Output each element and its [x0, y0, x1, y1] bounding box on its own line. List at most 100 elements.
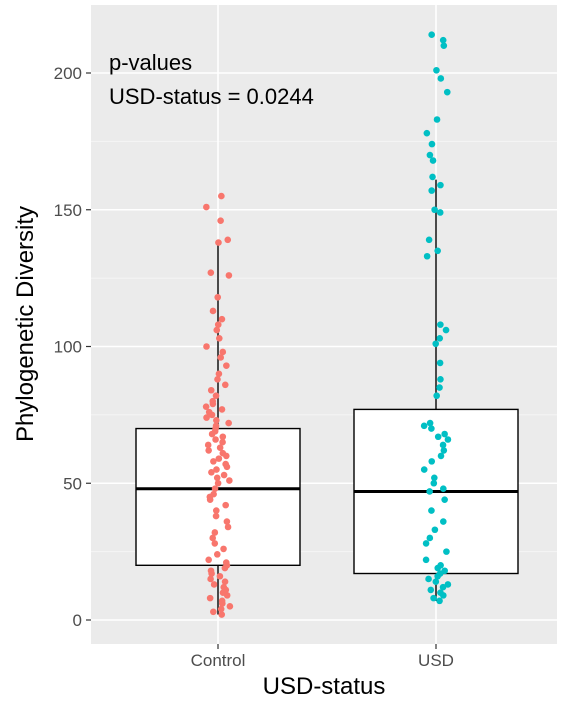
- data-point: [208, 469, 215, 476]
- data-point: [423, 252, 431, 260]
- data-point: [212, 436, 219, 443]
- data-point: [432, 578, 440, 586]
- data-point: [444, 581, 452, 588]
- data-point: [203, 343, 210, 350]
- data-point: [224, 523, 232, 531]
- data-point: [428, 425, 435, 432]
- y-axis-title: Phylogenetic Diversity: [12, 206, 39, 442]
- data-point: [440, 42, 448, 49]
- data-point: [207, 269, 215, 276]
- data-point: [206, 594, 214, 602]
- data-point: [211, 529, 219, 536]
- data-point: [436, 359, 444, 367]
- data-point: [207, 567, 215, 575]
- x-tick-label: USD: [418, 651, 454, 670]
- data-point: [420, 466, 428, 473]
- data-point: [219, 438, 226, 446]
- data-point: [442, 326, 450, 334]
- data-point: [210, 458, 217, 465]
- data-point: [204, 441, 212, 449]
- data-point: [214, 376, 221, 383]
- data-point: [215, 334, 223, 342]
- data-point: [443, 548, 450, 555]
- data-point: [213, 474, 221, 482]
- data-point: [202, 403, 210, 410]
- data-point: [211, 485, 219, 493]
- data-point: [431, 206, 438, 214]
- data-point: [437, 321, 444, 328]
- data-point: [223, 362, 230, 369]
- data-point: [214, 293, 222, 301]
- y-axis: 0 50 100 150 200: [54, 64, 91, 630]
- data-point: [428, 187, 435, 194]
- data-point: [437, 376, 444, 383]
- point-layer: [202, 31, 452, 618]
- y-tick-label: 150: [54, 201, 82, 220]
- data-point: [225, 419, 232, 427]
- data-point: [443, 88, 451, 96]
- data-point: [209, 307, 217, 315]
- data-point: [212, 512, 220, 520]
- y-tick-label: 200: [54, 64, 82, 83]
- data-point: [222, 501, 229, 509]
- data-point: [437, 452, 445, 460]
- data-point: [423, 129, 431, 137]
- data-point: [225, 272, 233, 279]
- data-point: [433, 392, 440, 400]
- data-point: [219, 449, 227, 457]
- data-point: [431, 526, 439, 534]
- data-point: [213, 551, 221, 558]
- data-point: [436, 334, 444, 342]
- data-point: [440, 447, 448, 454]
- data-point: [420, 422, 428, 430]
- data-point: [212, 507, 220, 514]
- data-point: [223, 518, 231, 525]
- data-point: [422, 540, 430, 547]
- data-point: [217, 605, 225, 613]
- data-point: [203, 203, 210, 211]
- data-point: [426, 419, 434, 427]
- data-point: [436, 209, 444, 216]
- data-point: [205, 447, 212, 454]
- data-point: [210, 490, 217, 498]
- data-point: [218, 597, 226, 605]
- data-point: [218, 192, 225, 200]
- y-tick-label: 0: [73, 611, 82, 630]
- data-point: [207, 386, 215, 394]
- data-point: [213, 417, 220, 424]
- data-point: [437, 589, 444, 596]
- data-point: [210, 581, 218, 588]
- data-point: [216, 444, 224, 451]
- data-point: [219, 433, 227, 441]
- annotation-line-1: p-values: [109, 50, 192, 75]
- data-point: [425, 575, 432, 583]
- data-point: [439, 583, 447, 591]
- data-point: [207, 575, 214, 583]
- data-point: [222, 559, 230, 566]
- data-point: [226, 603, 234, 610]
- data-point: [440, 485, 447, 493]
- data-point: [436, 597, 443, 605]
- data-point: [214, 321, 222, 328]
- data-point: [216, 572, 224, 580]
- data-point: [444, 436, 452, 443]
- data-point: [214, 479, 222, 487]
- x-axis-title: USD-status: [263, 673, 386, 700]
- data-point: [221, 578, 229, 586]
- data-point: [215, 370, 223, 378]
- data-point: [426, 534, 434, 542]
- data-point: [436, 384, 443, 391]
- data-point: [428, 31, 435, 39]
- data-point: [433, 66, 440, 74]
- data-point: [431, 474, 438, 482]
- data-point: [210, 608, 217, 616]
- data-point: [218, 611, 226, 618]
- data-point: [224, 236, 232, 244]
- x-tick-label: Control: [191, 651, 246, 670]
- data-point: [218, 315, 226, 323]
- annotation-line-2: USD-status = 0.0244: [109, 84, 314, 109]
- data-point: [218, 406, 226, 413]
- data-point: [220, 583, 228, 591]
- data-point: [437, 75, 445, 82]
